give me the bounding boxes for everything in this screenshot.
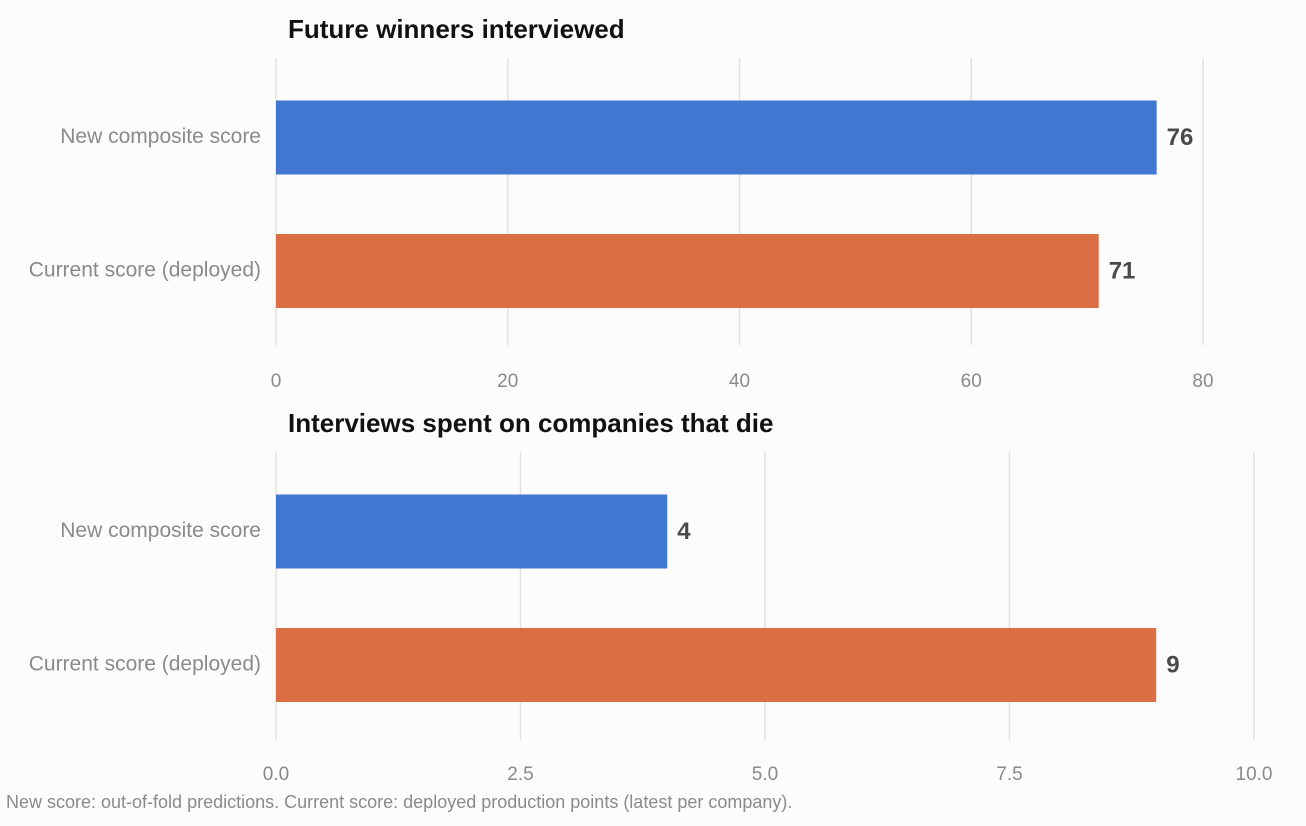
chart-title-future-winners: Future winners interviewed (288, 14, 625, 44)
chart-title-interviews-companies-die: Interviews spent on companies that die (288, 408, 774, 438)
bar-0-1 (276, 234, 1099, 308)
x-tick-label-1-2: 5.0 (752, 764, 778, 785)
x-tick-label-0-4: 80 (1192, 371, 1213, 392)
x-tick-label-1-4: 10.0 (1236, 764, 1273, 785)
x-tick-label-1-1: 2.5 (507, 764, 533, 785)
x-tick-label-0-0: 0 (271, 371, 282, 392)
category-label-1-1: Current score (deployed) (29, 653, 261, 676)
bar-1-1 (276, 628, 1157, 702)
value-label-0-0: 76 (1167, 124, 1194, 151)
chart-caption: New score: out-of-fold predictions. Curr… (6, 792, 793, 812)
bar-1-0 (276, 494, 668, 569)
x-tick-label-0-2: 40 (729, 371, 750, 392)
category-label-1-0: New composite score (60, 519, 261, 542)
x-tick-label-1-3: 7.5 (996, 764, 1022, 785)
value-label-1-0: 4 (677, 518, 691, 545)
category-label-0-1: Current score (deployed) (29, 259, 261, 282)
value-label-1-1: 9 (1166, 651, 1179, 678)
category-label-0-0: New composite score (60, 125, 261, 148)
x-tick-label-0-1: 20 (497, 371, 518, 392)
x-tick-label-0-3: 60 (961, 371, 982, 392)
value-label-0-1: 71 (1109, 257, 1136, 284)
x-tick-label-1-0: 0.0 (263, 764, 289, 785)
bar-0-0 (276, 100, 1157, 175)
